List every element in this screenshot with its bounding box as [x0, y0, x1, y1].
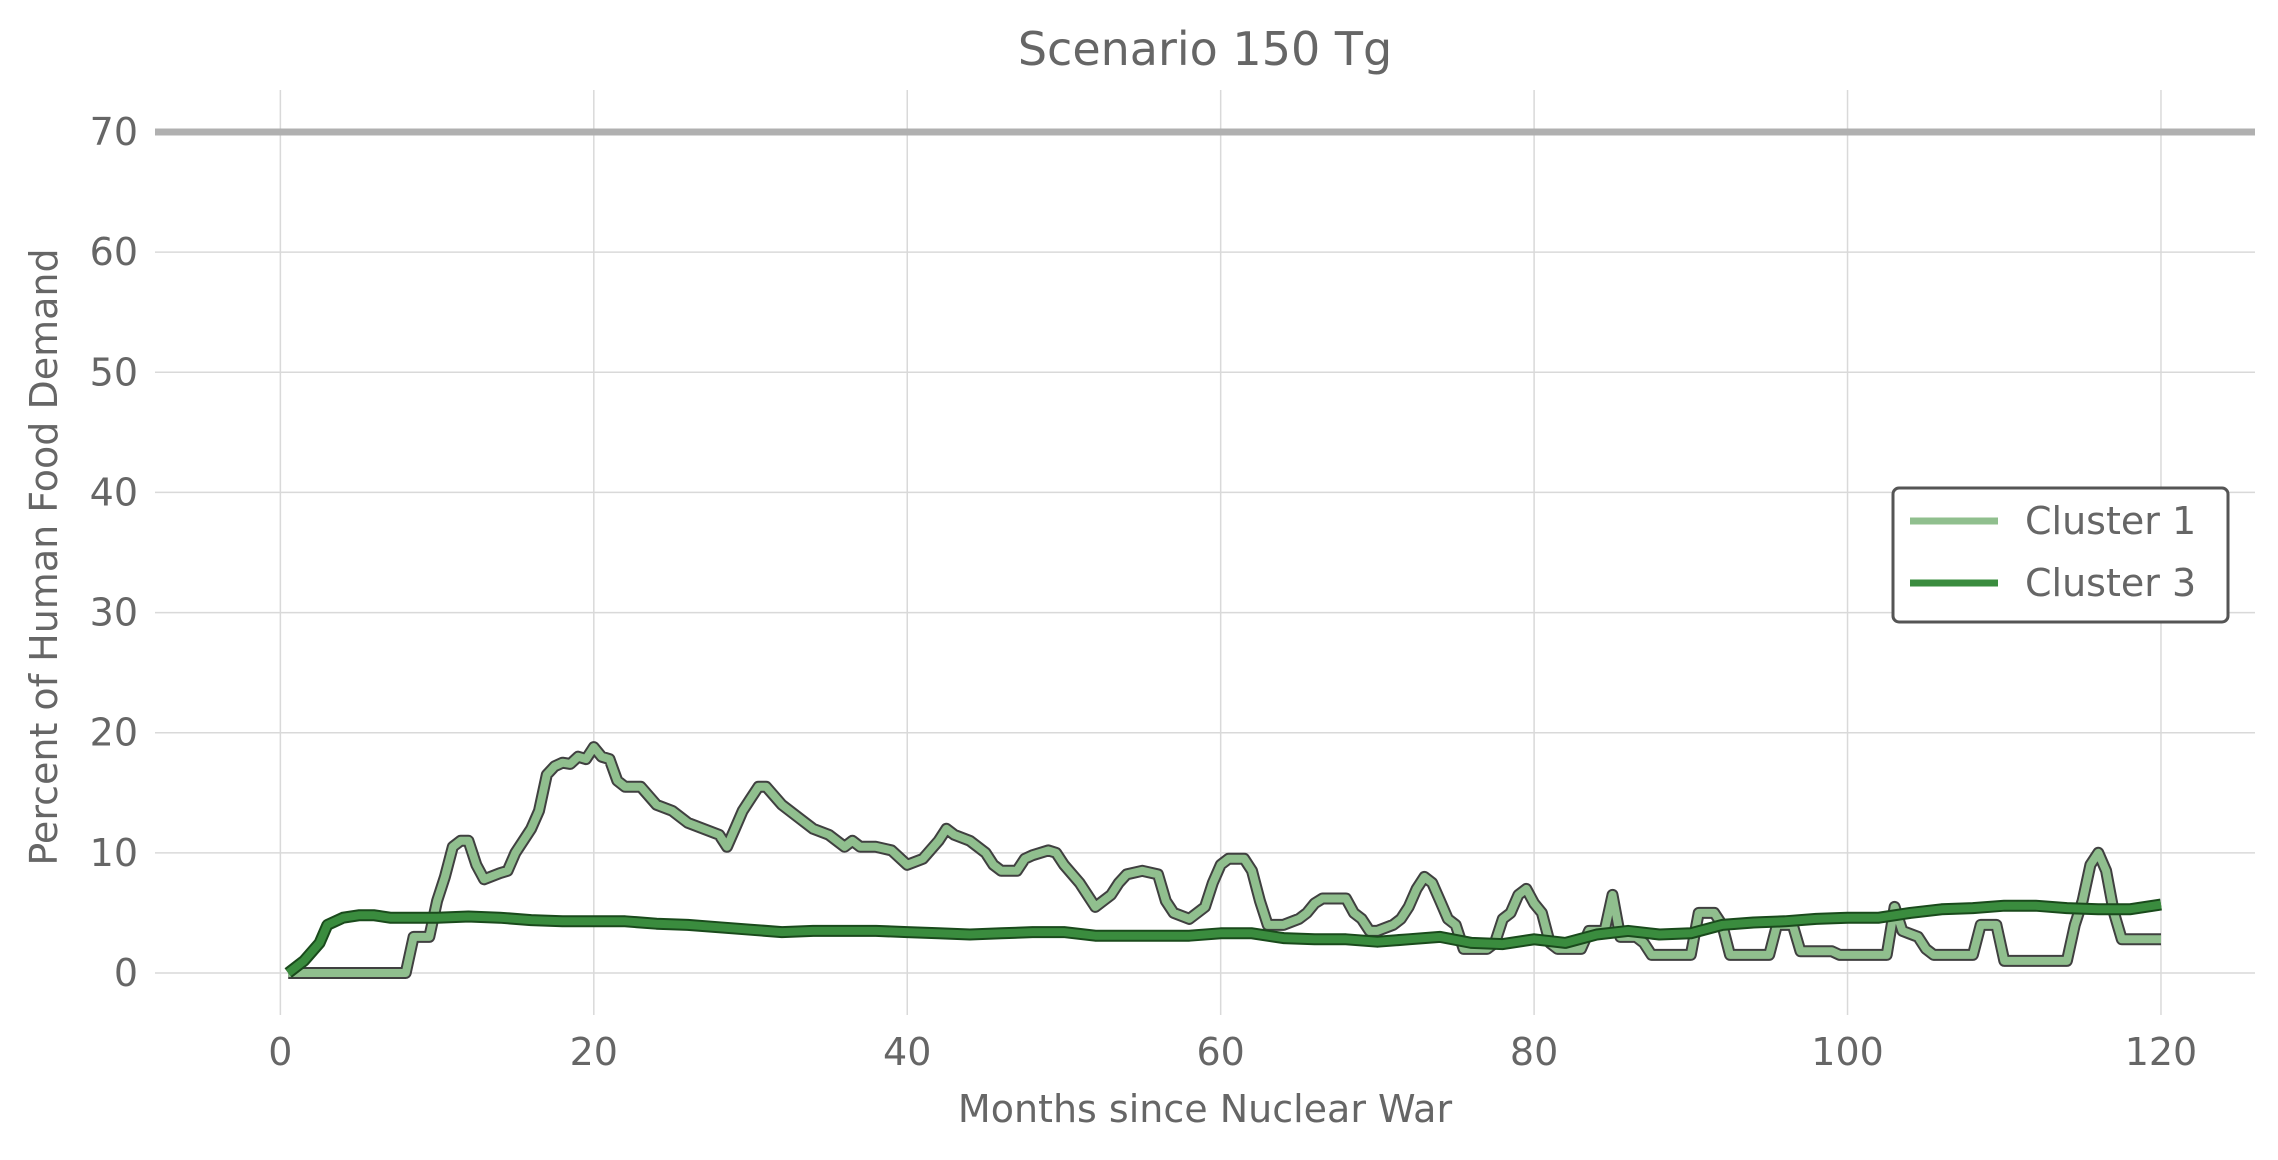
grid — [155, 90, 2255, 1015]
x-tick-label: 0 — [268, 1030, 292, 1074]
y-tick-label: 50 — [90, 350, 138, 394]
x-tick-label: 100 — [1811, 1030, 1884, 1074]
x-tick-label: 20 — [570, 1030, 618, 1074]
x-tick-label: 80 — [1510, 1030, 1558, 1074]
x-tick-label: 60 — [1196, 1030, 1244, 1074]
series-line-cluster-1 — [288, 743, 2161, 977]
y-tick-label: 60 — [90, 230, 138, 274]
x-axis-label: Months since Nuclear War — [958, 1087, 1453, 1131]
y-tick-label: 30 — [90, 591, 138, 635]
y-axis-label: Percent of Human Food Demand — [22, 248, 66, 865]
y-tick-label: 10 — [90, 831, 138, 875]
series-line-cluster-3 — [285, 900, 2162, 977]
y-tick-label: 40 — [90, 470, 138, 514]
tick-labels: 0 20 40 60 80 100 120 0 10 20 30 40 50 60 70 — [90, 110, 2198, 1074]
x-tick-label: 120 — [2125, 1030, 2198, 1074]
y-tick-label: 0 — [114, 951, 138, 995]
legend-label-cluster-1: Cluster 1 — [2025, 499, 2196, 543]
legend-label-cluster-3: Cluster 3 — [2025, 561, 2196, 605]
x-tick-label: 40 — [883, 1030, 931, 1074]
legend: Cluster 1 Cluster 3 — [1891, 486, 2230, 624]
y-tick-label: 20 — [90, 711, 138, 755]
y-tick-label: 70 — [90, 110, 138, 154]
chart-title: Scenario 150 Tg — [1018, 22, 1392, 76]
series-group — [284, 741, 2162, 979]
